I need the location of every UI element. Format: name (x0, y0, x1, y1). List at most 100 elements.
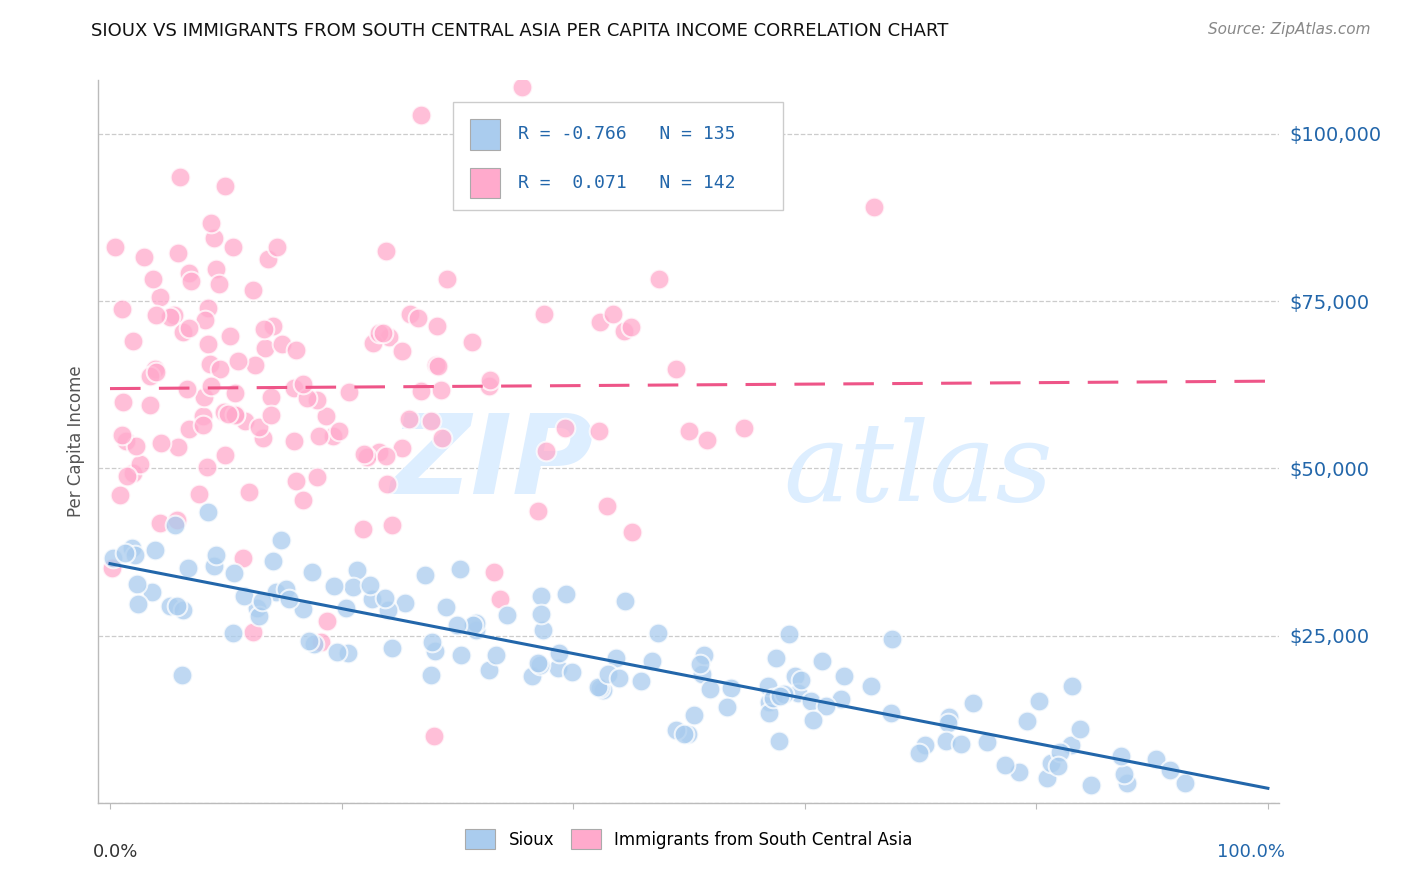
Point (214, 448, 236, 462)
Point (555, 587, 578, 601)
Point (436, 272, 458, 286)
Point (398, 308, 420, 322)
Point (860, 679, 883, 693)
Point (1174, 776, 1197, 790)
Point (787, 686, 810, 700)
Point (262, 553, 284, 567)
Point (678, 727, 700, 741)
Point (449, 562, 471, 576)
Point (420, 635, 443, 649)
Point (434, 600, 457, 615)
Point (141, 585, 163, 599)
Point (620, 525, 643, 540)
Point (250, 594, 273, 608)
Point (325, 645, 347, 659)
Point (143, 362, 166, 376)
Point (762, 690, 785, 705)
Point (696, 433, 718, 447)
Point (207, 277, 229, 291)
Point (232, 590, 254, 604)
Point (769, 689, 792, 703)
Point (139, 398, 162, 412)
Point (765, 651, 787, 665)
Point (353, 447, 375, 461)
Point (197, 301, 219, 315)
Point (309, 635, 332, 649)
Point (121, 334, 143, 348)
Point (496, 607, 519, 622)
Point (368, 445, 391, 459)
Point (336, 647, 359, 661)
Point (648, 272, 671, 286)
Point (217, 407, 239, 421)
Point (222, 240, 245, 254)
Point (1008, 765, 1031, 780)
Point (270, 533, 292, 547)
Point (342, 580, 364, 594)
Point (446, 618, 468, 632)
Point (602, 307, 624, 321)
Point (361, 591, 384, 606)
Point (488, 592, 510, 607)
Point (778, 627, 800, 641)
Point (377, 330, 399, 344)
Point (212, 405, 235, 419)
Point (425, 644, 447, 658)
Point (104, 240, 127, 254)
Point (177, 422, 200, 436)
Point (586, 680, 609, 694)
Point (204, 558, 226, 573)
Point (425, 319, 447, 334)
Point (271, 337, 294, 351)
Point (222, 625, 245, 640)
Point (291, 376, 314, 391)
Point (295, 391, 318, 405)
FancyBboxPatch shape (471, 120, 501, 150)
Point (242, 284, 264, 298)
Point (259, 390, 281, 404)
Point (179, 266, 201, 280)
Point (148, 516, 170, 530)
Point (1036, 772, 1059, 786)
Point (665, 723, 688, 737)
Point (177, 560, 200, 574)
Point (302, 637, 325, 651)
Point (371, 326, 394, 340)
Point (554, 421, 576, 435)
Point (976, 735, 998, 749)
Point (1049, 745, 1071, 759)
Point (142, 272, 165, 286)
Point (690, 667, 713, 681)
Point (209, 361, 232, 376)
Point (284, 343, 307, 358)
Point (145, 308, 167, 322)
Point (202, 231, 225, 245)
Point (197, 505, 219, 519)
Point (218, 328, 240, 343)
Legend: Sioux, Immigrants from South Central Asia: Sioux, Immigrants from South Central Asi… (465, 830, 912, 848)
Point (301, 565, 323, 579)
Point (720, 681, 742, 695)
Point (647, 626, 669, 640)
Point (179, 321, 201, 335)
Point (262, 319, 284, 334)
Point (1015, 714, 1038, 728)
FancyBboxPatch shape (471, 168, 501, 198)
Point (121, 541, 143, 555)
Point (426, 359, 449, 373)
Point (882, 632, 904, 646)
Point (375, 244, 398, 258)
Point (994, 758, 1017, 772)
Point (756, 679, 779, 693)
Point (733, 421, 755, 435)
Y-axis label: Per Capita Income: Per Capita Income (66, 366, 84, 517)
Point (464, 623, 486, 637)
Point (238, 485, 260, 500)
Point (659, 149, 682, 163)
Point (938, 710, 960, 724)
Point (914, 738, 936, 752)
Point (226, 354, 249, 368)
Point (665, 361, 688, 376)
Point (461, 618, 484, 632)
Point (292, 492, 315, 507)
